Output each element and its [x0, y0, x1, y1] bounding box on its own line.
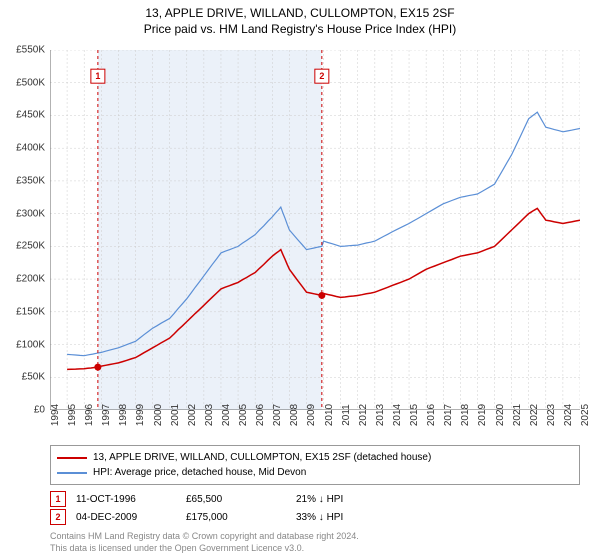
legend-series-box: 13, APPLE DRIVE, WILLAND, CULLOMPTON, EX… [50, 445, 580, 485]
xtick-label: 2016 [426, 404, 437, 426]
chart-title: 13, APPLE DRIVE, WILLAND, CULLOMPTON, EX… [0, 0, 600, 37]
event-price: £65,500 [186, 494, 296, 505]
xtick-label: 2021 [512, 404, 523, 426]
xtick-label: 1994 [50, 404, 61, 426]
ytick-label: £0 [0, 405, 45, 416]
xtick-label: 2004 [221, 404, 232, 426]
event-row: 1 11-OCT-1996£65,50021% ↓ HPI [50, 491, 580, 507]
legend-row-1: 13, APPLE DRIVE, WILLAND, CULLOMPTON, EX… [57, 450, 573, 465]
xtick-label: 2017 [443, 404, 454, 426]
legend: 13, APPLE DRIVE, WILLAND, CULLOMPTON, EX… [50, 445, 580, 554]
ytick-label: £100K [0, 339, 45, 350]
xtick-label: 2023 [546, 404, 557, 426]
event-diff: 21% ↓ HPI [296, 494, 406, 505]
ytick-label: £350K [0, 175, 45, 186]
xtick-label: 2009 [306, 404, 317, 426]
title-line2: Price paid vs. HM Land Registry's House … [0, 22, 600, 38]
xtick-label: 2019 [477, 404, 488, 426]
event-marker-icon: 1 [50, 491, 66, 507]
event-price: £175,000 [186, 512, 296, 523]
xtick-label: 2003 [204, 404, 215, 426]
event-row: 2 04-DEC-2009£175,00033% ↓ HPI [50, 509, 580, 525]
ytick-label: £500K [0, 77, 45, 88]
footer: Contains HM Land Registry data © Crown c… [50, 531, 580, 554]
ytick-label: £400K [0, 143, 45, 154]
ytick-label: £200K [0, 274, 45, 285]
ytick-label: £50K [0, 372, 45, 383]
xtick-label: 2008 [289, 404, 300, 426]
footer-line2: This data is licensed under the Open Gov… [50, 543, 580, 555]
xtick-label: 1995 [67, 404, 78, 426]
ytick-label: £300K [0, 208, 45, 219]
ytick-label: £450K [0, 110, 45, 121]
xtick-label: 1999 [135, 404, 146, 426]
legend-swatch-1 [57, 457, 87, 459]
xtick-label: 2010 [324, 404, 335, 426]
xtick-label: 2005 [238, 404, 249, 426]
svg-text:2: 2 [319, 71, 324, 81]
xtick-label: 2025 [580, 404, 591, 426]
event-diff: 33% ↓ HPI [296, 512, 406, 523]
xtick-label: 1996 [84, 404, 95, 426]
legend-label-1: 13, APPLE DRIVE, WILLAND, CULLOMPTON, EX… [93, 450, 431, 465]
event-date: 11-OCT-1996 [76, 494, 186, 505]
xtick-label: 2011 [341, 404, 352, 426]
xtick-label: 2000 [153, 404, 164, 426]
xtick-label: 2022 [529, 404, 540, 426]
event-date: 04-DEC-2009 [76, 512, 186, 523]
xtick-label: 2018 [460, 404, 471, 426]
footer-line1: Contains HM Land Registry data © Crown c… [50, 531, 580, 543]
ytick-label: £150K [0, 306, 45, 317]
legend-label-2: HPI: Average price, detached house, Mid … [93, 465, 306, 480]
xtick-label: 1997 [101, 404, 112, 426]
xtick-label: 2024 [563, 404, 574, 426]
xtick-label: 1998 [118, 404, 129, 426]
legend-row-2: HPI: Average price, detached house, Mid … [57, 465, 573, 480]
svg-text:1: 1 [95, 71, 100, 81]
xtick-label: 2002 [187, 404, 198, 426]
chart-area: 12 £0£50K£100K£150K£200K£250K£300K£350K£… [50, 50, 580, 410]
plot-svg: 12 [50, 50, 580, 410]
xtick-label: 2013 [375, 404, 386, 426]
xtick-label: 2014 [392, 404, 403, 426]
xtick-label: 2012 [358, 404, 369, 426]
xtick-label: 2020 [495, 404, 506, 426]
event-marker-icon: 2 [50, 509, 66, 525]
xtick-label: 2006 [255, 404, 266, 426]
title-line1: 13, APPLE DRIVE, WILLAND, CULLOMPTON, EX… [0, 6, 600, 22]
xtick-label: 2001 [170, 404, 181, 426]
xtick-label: 2015 [409, 404, 420, 426]
ytick-label: £550K [0, 45, 45, 56]
ytick-label: £250K [0, 241, 45, 252]
xtick-label: 2007 [272, 404, 283, 426]
legend-swatch-2 [57, 472, 87, 474]
